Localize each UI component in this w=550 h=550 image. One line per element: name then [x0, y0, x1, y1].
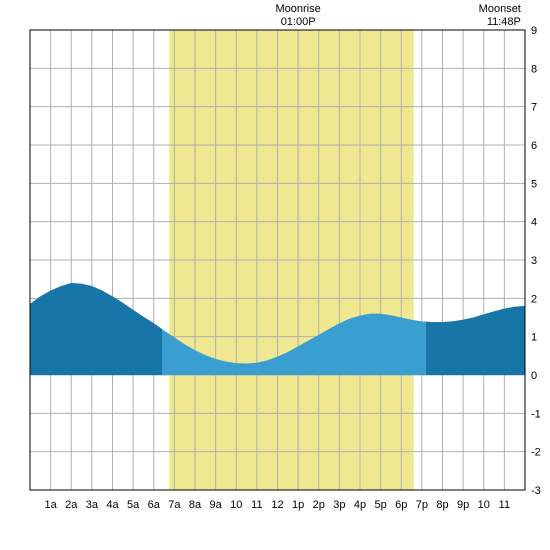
x-tick-label: 2a [65, 499, 78, 511]
x-tick-label: 7a [168, 499, 181, 511]
y-tick-label: -1 [531, 408, 541, 420]
x-tick-label: 9a [210, 499, 223, 511]
y-tick-label: 9 [531, 25, 537, 37]
y-tick-label: 4 [531, 217, 537, 229]
x-tick-label: 1p [292, 499, 304, 511]
x-tick-label: 11 [251, 499, 262, 511]
y-tick-label: 6 [531, 140, 537, 152]
y-tick-label: 2 [531, 293, 537, 305]
chart-svg: -3-2-101234567891a2a3a4a5a6a7a8a9a101112… [0, 0, 550, 550]
y-tick-label: -2 [531, 447, 541, 459]
x-tick-label: 4p [354, 499, 366, 511]
y-tick-label: 5 [531, 178, 537, 190]
x-tick-label: 3p [333, 499, 345, 511]
y-tick-label: 3 [531, 255, 537, 267]
y-tick-label: -3 [531, 485, 541, 497]
y-tick-label: 0 [531, 370, 537, 382]
moonrise-time: 01:00P [281, 16, 316, 28]
x-tick-label: 12 [271, 499, 283, 511]
x-tick-label: 6p [395, 499, 407, 511]
tide-chart: -3-2-101234567891a2a3a4a5a6a7a8a9a101112… [0, 0, 550, 550]
x-tick-label: 5a [127, 499, 140, 511]
moonset-title: Moonset [479, 3, 521, 15]
x-tick-label: 2p [313, 499, 325, 511]
moonset-time: 11:48P [487, 16, 521, 28]
x-tick-label: 4a [106, 499, 119, 511]
x-tick-label: 10 [230, 499, 242, 511]
x-tick-label: 8p [436, 499, 448, 511]
x-tick-label: 5p [375, 499, 387, 511]
x-tick-label: 8a [189, 499, 202, 511]
x-tick-label: 10 [478, 499, 490, 511]
y-tick-label: 8 [531, 63, 537, 75]
moonrise-title: Moonrise [276, 3, 321, 15]
y-tick-label: 1 [531, 332, 537, 344]
x-tick-label: 7p [416, 499, 428, 511]
x-tick-label: 9p [457, 499, 469, 511]
y-tick-label: 7 [531, 102, 537, 114]
x-tick-label: 11 [499, 499, 510, 511]
x-tick-label: 3a [86, 499, 99, 511]
x-tick-label: 6a [148, 499, 161, 511]
x-tick-label: 1a [45, 499, 58, 511]
